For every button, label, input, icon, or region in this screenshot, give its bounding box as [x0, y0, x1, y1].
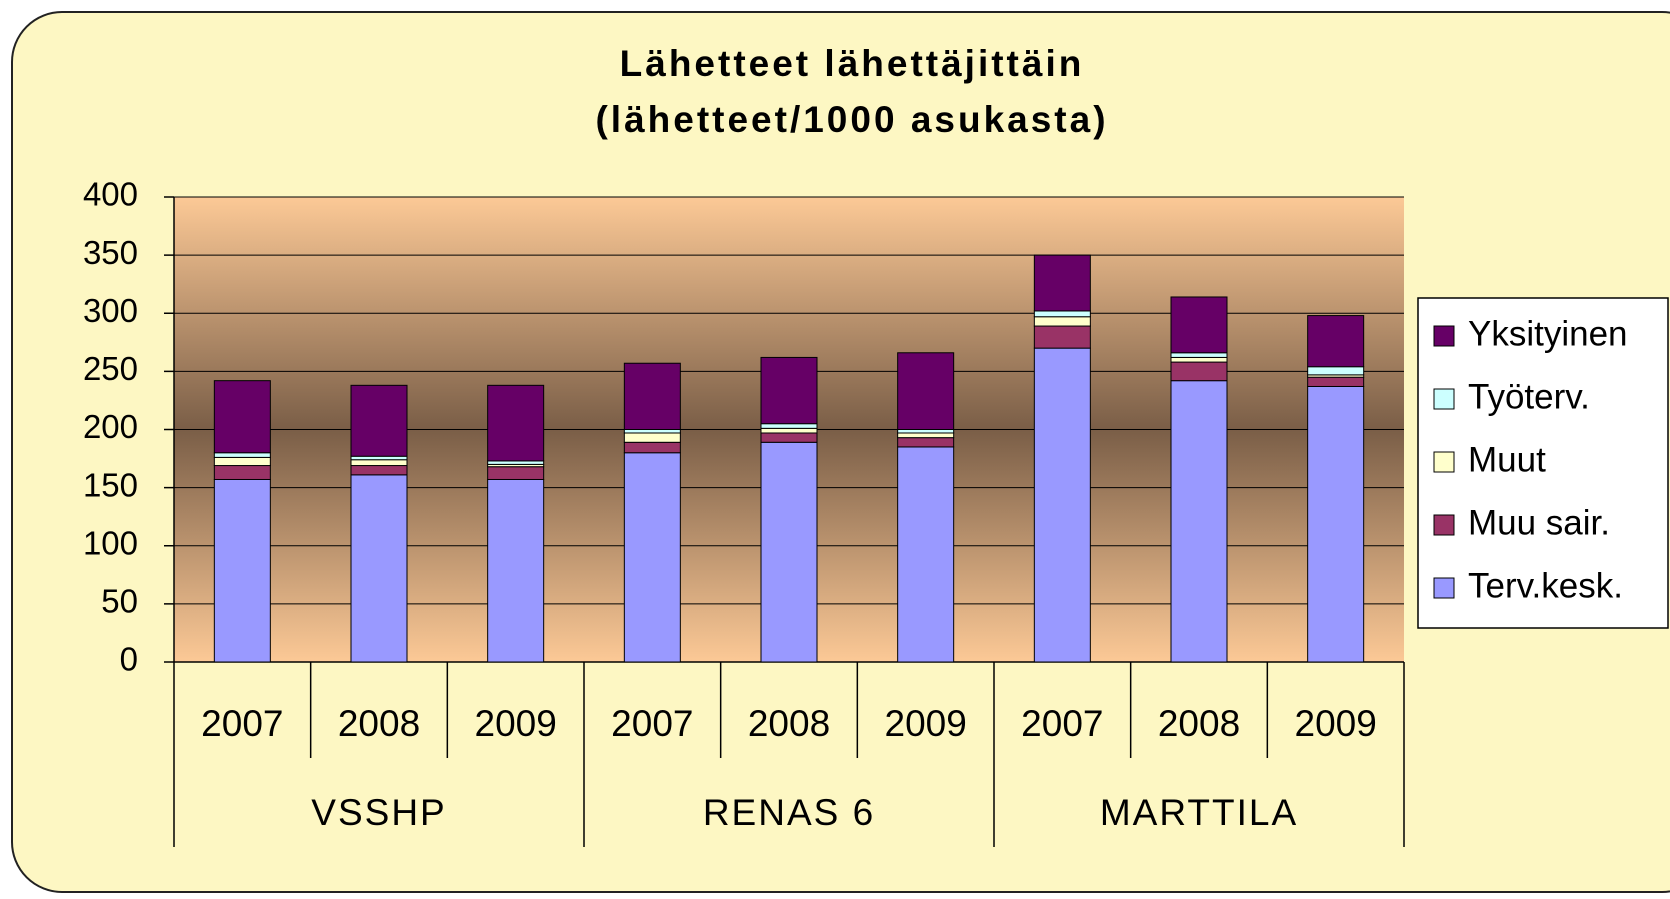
bar-segment: [623, 432, 681, 443]
bar-segment: [897, 352, 955, 430]
bar-segment: [1170, 296, 1228, 354]
bar-segment: [1307, 376, 1365, 387]
bar-segment: [487, 384, 545, 462]
y-tick-label: 400: [83, 176, 138, 213]
legend-swatch: [1433, 577, 1455, 599]
bar-segment: [350, 384, 408, 457]
bar-segment: [1170, 356, 1228, 363]
legend-swatch: [1433, 514, 1455, 536]
y-tick-label: 50: [101, 583, 138, 620]
legend-label: Muu sair.: [1468, 503, 1610, 542]
bar-segment: [760, 427, 818, 434]
bar-segment: [350, 455, 408, 461]
y-tick-label: 100: [83, 524, 138, 561]
y-tick-label: 300: [83, 292, 138, 329]
x-tick-label: 2007: [1021, 703, 1103, 744]
chart-title: Lähetteet lähettäjittäin: [620, 43, 1085, 84]
group-label: MARTTILA: [1100, 792, 1298, 833]
bar-segment: [1307, 385, 1365, 663]
bar-segment: [760, 423, 818, 429]
bar-segment: [897, 437, 955, 448]
legend-swatch: [1433, 451, 1455, 473]
legend-label: Terv.kesk.: [1468, 566, 1623, 605]
bar-segment: [1307, 315, 1365, 368]
x-tick-label: 2007: [611, 703, 693, 744]
x-tick-label: 2009: [475, 703, 557, 744]
y-tick-label: 200: [83, 408, 138, 445]
bar-segment: [623, 429, 681, 434]
bar-segment: [1033, 325, 1091, 349]
bar-segment: [487, 466, 545, 480]
bar-segment: [487, 478, 545, 663]
bar-segment: [1033, 254, 1091, 312]
legend-label: Muut: [1468, 440, 1546, 479]
bar-segment: [760, 441, 818, 663]
bar-segment: [350, 465, 408, 476]
bar-segment: [1307, 366, 1365, 376]
x-tick-label: 2009: [885, 703, 967, 744]
bar-segment: [487, 460, 545, 465]
y-tick-label: 350: [83, 234, 138, 271]
bar-segment: [213, 452, 271, 458]
legend-label: Yksityinen: [1468, 314, 1628, 353]
bar-segment: [623, 441, 681, 454]
x-tick-label: 2009: [1295, 703, 1377, 744]
chart-title: (lähetteet/1000 asukasta): [595, 99, 1108, 140]
bar-segment: [623, 362, 681, 430]
bar-segment: [350, 474, 408, 663]
bar-segment: [623, 452, 681, 663]
bar-segment: [213, 465, 271, 480]
bar-segment: [897, 432, 955, 439]
bar-segment: [213, 456, 271, 467]
group-label: RENAS 6: [703, 792, 875, 833]
bar-segment: [760, 356, 818, 425]
x-tick-label: 2007: [201, 703, 283, 744]
bar-segment: [1033, 347, 1091, 663]
bar-segment: [213, 380, 271, 454]
x-tick-label: 2008: [338, 703, 420, 744]
bar-segment: [897, 429, 955, 434]
x-tick-label: 2008: [748, 703, 830, 744]
legend-label: Työterv.: [1468, 377, 1590, 416]
x-tick-label: 2008: [1158, 703, 1240, 744]
y-tick-label: 150: [83, 466, 138, 503]
bar-segment: [1170, 361, 1228, 382]
y-tick-label: 0: [120, 641, 138, 678]
bar-segment: [760, 432, 818, 443]
group-label: VSSHP: [311, 792, 446, 833]
legend-swatch: [1433, 388, 1455, 410]
bar-segment: [1033, 310, 1091, 318]
bar-segment: [350, 459, 408, 467]
legend-swatch: [1433, 325, 1455, 347]
legend: [1417, 297, 1669, 629]
bar-segment: [213, 478, 271, 663]
bar-segment: [897, 446, 955, 663]
bar-segment: [1170, 352, 1228, 358]
y-tick-label: 250: [83, 350, 138, 387]
bar-segment: [1170, 380, 1228, 663]
bar-segment: [1033, 316, 1091, 327]
